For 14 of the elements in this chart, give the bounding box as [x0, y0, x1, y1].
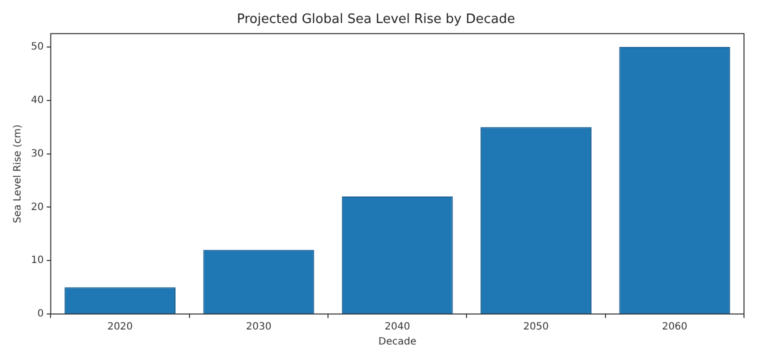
x-axis-title: Decade — [378, 336, 416, 348]
y-tick-label: 10 — [30, 255, 44, 266]
y-axis-title: Sea Level Rise (cm) — [12, 124, 24, 224]
chart-title: Projected Global Sea Level Rise by Decade — [236, 12, 516, 28]
y-tick-label: 30 — [30, 148, 44, 160]
y-tick-label: 40 — [30, 94, 44, 106]
x-tick-label: 2060 — [662, 322, 688, 333]
y-tick-label: 0 — [37, 308, 44, 320]
x-tick-label: 2050 — [523, 322, 549, 333]
y-tick-label: 50 — [30, 42, 44, 53]
x-tick-label: 2020 — [107, 322, 133, 333]
y-tick-label: 20 — [30, 202, 44, 213]
x-tick-label: 2030 — [246, 322, 272, 333]
x-tick-label: 2040 — [384, 322, 410, 333]
